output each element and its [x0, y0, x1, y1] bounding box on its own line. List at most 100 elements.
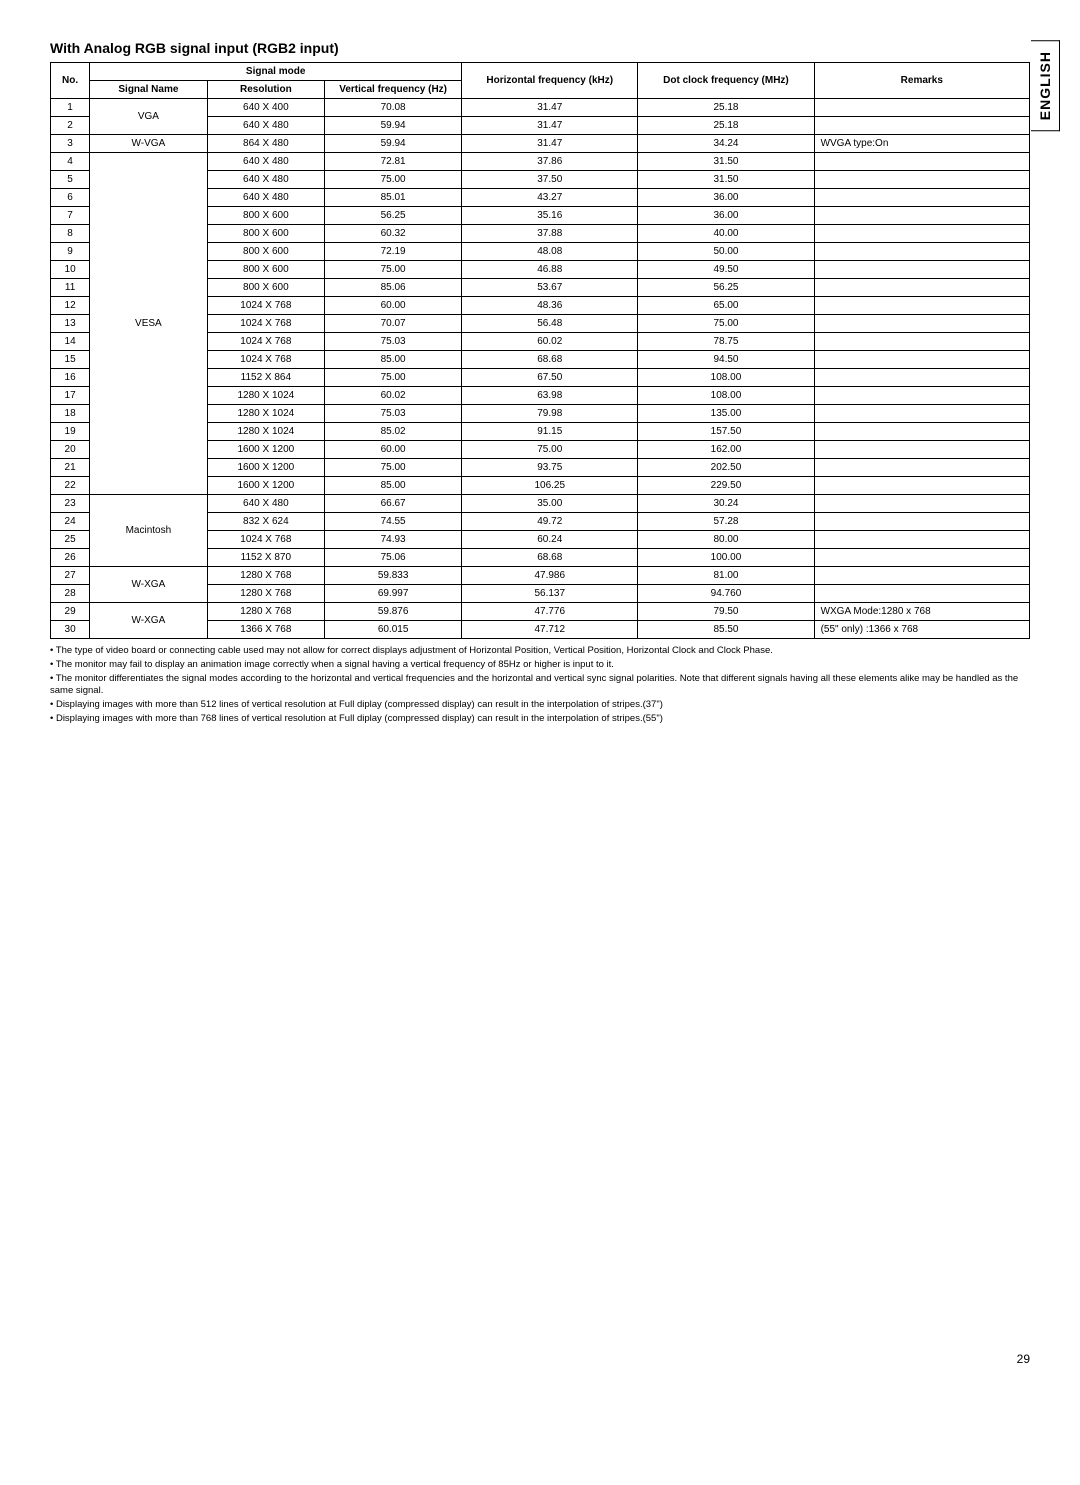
cell-remarks	[814, 495, 1029, 513]
cell-dot: 34.24	[638, 135, 814, 153]
cell-dot: 36.00	[638, 189, 814, 207]
cell-vfreq: 59.94	[325, 117, 462, 135]
cell-hfreq: 47.712	[462, 621, 638, 639]
cell-vfreq: 74.93	[325, 531, 462, 549]
cell-hfreq: 56.48	[462, 315, 638, 333]
cell-resolution: 640 X 480	[207, 171, 324, 189]
cell-resolution: 1280 X 768	[207, 567, 324, 585]
footnote-line: • Displaying images with more than 768 l…	[50, 713, 1030, 726]
cell-remarks	[814, 243, 1029, 261]
cell-remarks	[814, 117, 1029, 135]
cell-dot: 50.00	[638, 243, 814, 261]
cell-signal-name: VGA	[90, 99, 207, 135]
cell-remarks	[814, 171, 1029, 189]
footnote-line: • The monitor differentiates the signal …	[50, 673, 1030, 699]
cell-remarks	[814, 225, 1029, 243]
cell-vfreq: 75.06	[325, 549, 462, 567]
cell-vfreq: 85.00	[325, 351, 462, 369]
cell-resolution: 1280 X 1024	[207, 405, 324, 423]
cell-resolution: 640 X 480	[207, 189, 324, 207]
footnotes: • The type of video board or connecting …	[50, 645, 1030, 726]
cell-hfreq: 68.68	[462, 549, 638, 567]
cell-dot: 85.50	[638, 621, 814, 639]
cell-hfreq: 31.47	[462, 117, 638, 135]
cell-remarks	[814, 315, 1029, 333]
table-row: 27W-XGA1280 X 76859.83347.98681.00	[51, 567, 1030, 585]
cell-vfreq: 66.67	[325, 495, 462, 513]
cell-dot: 81.00	[638, 567, 814, 585]
cell-hfreq: 68.68	[462, 351, 638, 369]
cell-vfreq: 56.25	[325, 207, 462, 225]
cell-hfreq: 47.986	[462, 567, 638, 585]
cell-no: 13	[51, 315, 90, 333]
cell-hfreq: 31.47	[462, 135, 638, 153]
col-vfreq: Vertical frequency (Hz)	[325, 81, 462, 99]
cell-remarks	[814, 405, 1029, 423]
cell-no: 21	[51, 459, 90, 477]
cell-resolution: 1024 X 768	[207, 531, 324, 549]
cell-remarks	[814, 333, 1029, 351]
cell-remarks	[814, 207, 1029, 225]
col-hfreq: Horizontal frequency (kHz)	[462, 63, 638, 99]
cell-remarks	[814, 423, 1029, 441]
cell-remarks	[814, 585, 1029, 603]
cell-no: 6	[51, 189, 90, 207]
cell-resolution: 640 X 480	[207, 495, 324, 513]
cell-no: 25	[51, 531, 90, 549]
table-row: 4VESA640 X 48072.8137.8631.50	[51, 153, 1030, 171]
cell-dot: 75.00	[638, 315, 814, 333]
cell-vfreq: 72.81	[325, 153, 462, 171]
cell-no: 9	[51, 243, 90, 261]
cell-remarks	[814, 477, 1029, 495]
cell-hfreq: 75.00	[462, 441, 638, 459]
cell-hfreq: 93.75	[462, 459, 638, 477]
cell-resolution: 1152 X 864	[207, 369, 324, 387]
table-row: 23Macintosh640 X 48066.6735.0030.24	[51, 495, 1030, 513]
col-signalname: Signal Name	[90, 81, 207, 99]
cell-remarks	[814, 351, 1029, 369]
cell-remarks	[814, 297, 1029, 315]
cell-no: 4	[51, 153, 90, 171]
cell-no: 3	[51, 135, 90, 153]
cell-hfreq: 46.88	[462, 261, 638, 279]
table-row: 29W-XGA1280 X 76859.87647.77679.50WXGA M…	[51, 603, 1030, 621]
cell-remarks: WXGA Mode:1280 x 768	[814, 603, 1029, 621]
cell-no: 10	[51, 261, 90, 279]
cell-dot: 40.00	[638, 225, 814, 243]
cell-no: 7	[51, 207, 90, 225]
cell-resolution: 864 X 480	[207, 135, 324, 153]
cell-resolution: 640 X 480	[207, 117, 324, 135]
cell-vfreq: 70.08	[325, 99, 462, 117]
cell-no: 18	[51, 405, 90, 423]
cell-remarks	[814, 549, 1029, 567]
cell-no: 23	[51, 495, 90, 513]
cell-hfreq: 37.50	[462, 171, 638, 189]
cell-remarks	[814, 279, 1029, 297]
cell-remarks	[814, 567, 1029, 585]
cell-no: 16	[51, 369, 90, 387]
cell-vfreq: 69.997	[325, 585, 462, 603]
cell-remarks	[814, 153, 1029, 171]
cell-remarks	[814, 387, 1029, 405]
cell-no: 5	[51, 171, 90, 189]
cell-vfreq: 59.876	[325, 603, 462, 621]
cell-resolution: 800 X 600	[207, 261, 324, 279]
language-tab: ENGLISH	[1031, 40, 1060, 131]
page-number: 29	[1017, 1352, 1030, 1366]
section-title: With Analog RGB signal input (RGB2 input…	[50, 40, 1030, 56]
cell-signal-name: W-XGA	[90, 567, 207, 603]
cell-hfreq: 37.86	[462, 153, 638, 171]
cell-vfreq: 60.00	[325, 441, 462, 459]
cell-dot: 25.18	[638, 117, 814, 135]
col-dot: Dot clock frequency (MHz)	[638, 63, 814, 99]
cell-resolution: 800 X 600	[207, 279, 324, 297]
cell-hfreq: 79.98	[462, 405, 638, 423]
cell-remarks	[814, 189, 1029, 207]
cell-vfreq: 75.03	[325, 405, 462, 423]
cell-vfreq: 60.015	[325, 621, 462, 639]
cell-vfreq: 60.32	[325, 225, 462, 243]
cell-vfreq: 85.00	[325, 477, 462, 495]
cell-no: 19	[51, 423, 90, 441]
cell-dot: 65.00	[638, 297, 814, 315]
cell-hfreq: 67.50	[462, 369, 638, 387]
